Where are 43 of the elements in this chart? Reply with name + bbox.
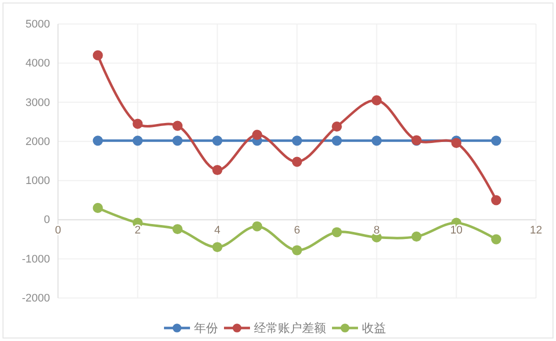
y-tick-label: -1000 xyxy=(22,253,50,266)
x-tick-label: 12 xyxy=(530,224,542,237)
point xyxy=(252,130,262,140)
point xyxy=(172,136,183,146)
point xyxy=(411,232,422,242)
x-tick-label: 2 xyxy=(134,224,141,237)
point xyxy=(332,136,342,146)
legend-label: 经常账户差额 xyxy=(254,321,326,335)
point xyxy=(252,221,262,232)
point xyxy=(491,234,502,244)
point xyxy=(332,122,342,132)
point xyxy=(372,95,382,106)
point xyxy=(172,120,183,131)
y-tick-label: 5000 xyxy=(26,18,50,31)
point xyxy=(212,164,222,176)
point xyxy=(292,156,302,167)
y-tick-label: 3000 xyxy=(26,96,50,109)
point xyxy=(332,227,342,238)
point xyxy=(491,136,502,146)
point xyxy=(372,136,382,146)
point xyxy=(132,118,143,129)
y-tick-label: -2000 xyxy=(22,292,50,305)
y-tick-label: 2000 xyxy=(26,136,50,148)
x-tick-label: 6 xyxy=(294,224,300,237)
point xyxy=(132,136,143,146)
point xyxy=(212,136,222,146)
point xyxy=(92,136,103,146)
point xyxy=(212,242,222,252)
point xyxy=(292,136,302,146)
point xyxy=(92,50,103,60)
point xyxy=(92,202,103,214)
x-tick-label: 0 xyxy=(54,224,62,237)
point xyxy=(292,245,302,256)
y-tick-label: 1000 xyxy=(26,175,50,188)
x-tick-label: 4 xyxy=(214,224,220,237)
y-tick-label: 4000 xyxy=(26,58,50,70)
point xyxy=(491,195,502,206)
y-tick-label: 0 xyxy=(44,214,50,226)
point xyxy=(172,224,183,234)
legend-label: 年份 xyxy=(194,321,218,335)
x-tick-label: 10 xyxy=(450,224,462,237)
legend-label: 收益 xyxy=(362,321,386,335)
point xyxy=(451,138,462,148)
